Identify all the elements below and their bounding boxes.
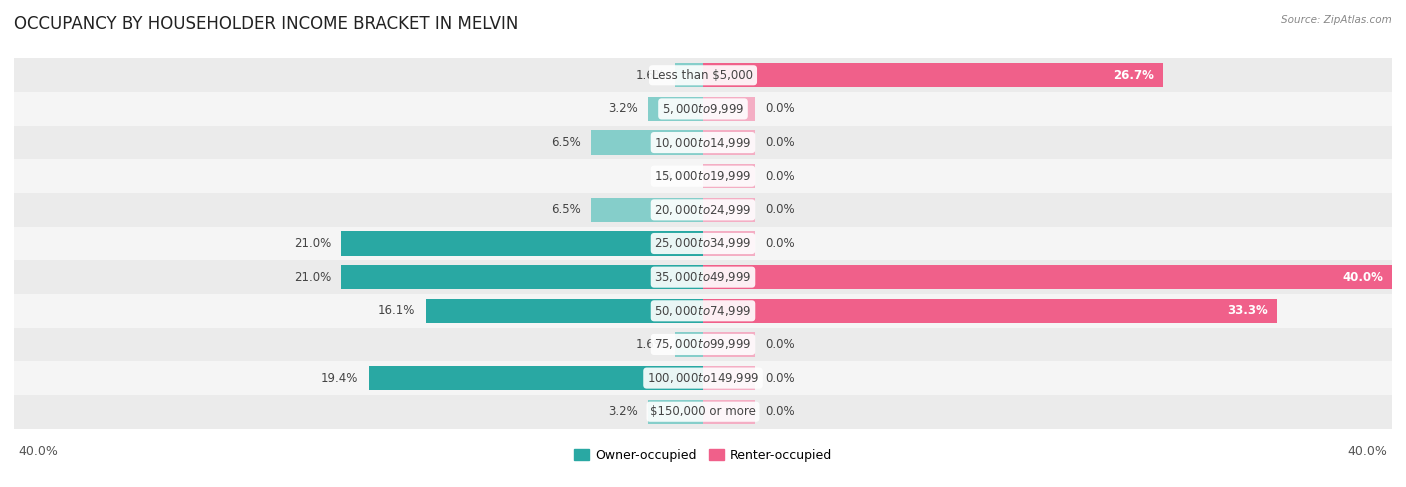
Bar [14,126,1392,159]
Bar [703,366,755,390]
Text: 16.1%: 16.1% [378,304,415,318]
Bar [368,366,703,390]
Text: 0.0%: 0.0% [765,338,794,351]
Text: 40.0%: 40.0% [1343,271,1384,283]
Bar [14,261,1392,294]
Bar [426,299,703,323]
Text: Less than $5,000: Less than $5,000 [652,69,754,82]
Text: 0.0%: 0.0% [765,204,794,216]
Text: 0.0%: 0.0% [765,237,794,250]
Bar [14,92,1392,126]
Bar [342,265,703,289]
Text: 6.5%: 6.5% [551,136,581,149]
Bar [14,328,1392,361]
Bar [703,164,755,188]
Text: 40.0%: 40.0% [1348,445,1388,458]
Text: $75,000 to $99,999: $75,000 to $99,999 [654,337,752,352]
Legend: Owner-occupied, Renter-occupied: Owner-occupied, Renter-occupied [568,444,838,467]
Bar [703,265,1392,289]
Text: 3.2%: 3.2% [607,102,637,115]
Text: $5,000 to $9,999: $5,000 to $9,999 [662,102,744,116]
Text: OCCUPANCY BY HOUSEHOLDER INCOME BRACKET IN MELVIN: OCCUPANCY BY HOUSEHOLDER INCOME BRACKET … [14,15,519,33]
Text: $150,000 or more: $150,000 or more [650,405,756,418]
Bar [703,400,755,424]
Bar [14,395,1392,429]
Text: 0.0%: 0.0% [765,102,794,115]
Bar [703,63,1163,87]
Text: 40.0%: 40.0% [18,445,58,458]
Text: $35,000 to $49,999: $35,000 to $49,999 [654,270,752,284]
Bar [648,400,703,424]
Bar [14,226,1392,261]
Text: 6.5%: 6.5% [551,204,581,216]
Text: 3.2%: 3.2% [607,405,637,418]
Bar [675,63,703,87]
Bar [14,58,1392,92]
Bar [14,193,1392,226]
Text: 0.0%: 0.0% [765,136,794,149]
Text: $15,000 to $19,999: $15,000 to $19,999 [654,169,752,183]
Text: 1.6%: 1.6% [636,69,665,82]
Text: 0.0%: 0.0% [765,405,794,418]
Text: 1.6%: 1.6% [636,338,665,351]
Text: $10,000 to $14,999: $10,000 to $14,999 [654,135,752,150]
Bar [14,294,1392,328]
Text: 26.7%: 26.7% [1114,69,1154,82]
Text: 0.0%: 0.0% [765,169,794,183]
Text: 33.3%: 33.3% [1227,304,1268,318]
Text: $25,000 to $34,999: $25,000 to $34,999 [654,237,752,250]
Text: Source: ZipAtlas.com: Source: ZipAtlas.com [1281,15,1392,25]
Bar [675,332,703,356]
Bar [14,361,1392,395]
Bar [703,332,755,356]
Bar [703,131,755,155]
Bar [342,231,703,256]
Text: 21.0%: 21.0% [294,237,330,250]
Text: 0.0%: 0.0% [765,372,794,385]
Bar [591,198,703,222]
Text: 21.0%: 21.0% [294,271,330,283]
Bar [703,198,755,222]
Text: 0.0%: 0.0% [664,169,693,183]
Bar [703,299,1277,323]
Bar [703,231,755,256]
Bar [703,97,755,121]
Text: $20,000 to $24,999: $20,000 to $24,999 [654,203,752,217]
Bar [648,97,703,121]
Text: $50,000 to $74,999: $50,000 to $74,999 [654,304,752,318]
Text: $100,000 to $149,999: $100,000 to $149,999 [647,371,759,385]
Bar [591,131,703,155]
Bar [14,159,1392,193]
Text: 19.4%: 19.4% [321,372,359,385]
